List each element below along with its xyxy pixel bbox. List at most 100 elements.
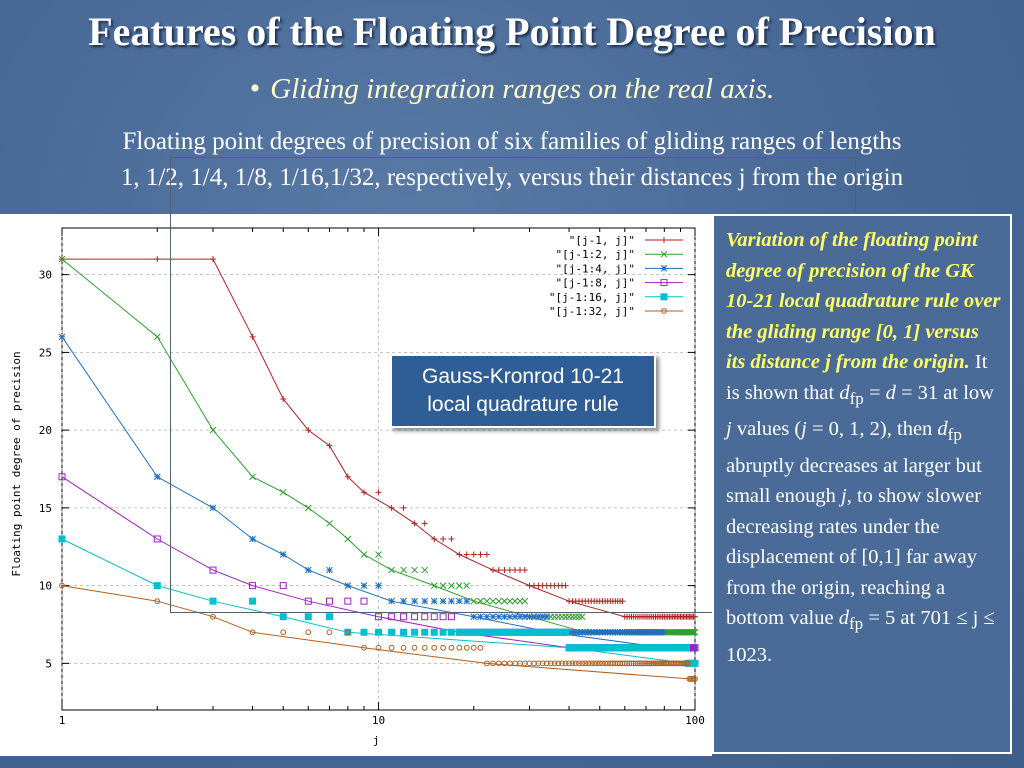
data-point [448,535,455,542]
data-point [543,613,551,621]
marker-stroke [411,566,418,574]
data-point [660,265,668,272]
data-point [648,660,655,667]
data-point [483,613,491,621]
data-point [650,660,657,667]
data-point [501,597,508,605]
data-point [249,597,257,605]
data-point [562,628,570,636]
y-tick-label: 20 [39,424,52,437]
sym-d: d [838,607,849,630]
marker-stroke [511,597,519,605]
marker-stroke [477,597,484,605]
sidebar-highlight: Variation of the floating point degree o… [726,229,1001,373]
marker-stroke [153,473,161,481]
y-tick-label: 5 [45,657,52,670]
sym-d: d [885,381,896,404]
data-point [463,644,470,651]
data-point [495,597,503,605]
data-point [516,597,524,605]
data-point [305,629,312,636]
data-point [360,582,368,589]
data-point [463,551,470,558]
legend-label: "[j-1:8, j]" [556,277,635,290]
marker-stroke [209,426,217,434]
data-point [562,582,569,589]
marker-stroke [470,597,478,605]
data-point [360,628,368,636]
data-point [400,504,407,511]
marker-stroke [209,504,217,512]
data-point [619,598,626,605]
data-point [661,308,667,314]
data-point [489,567,496,574]
data-point [547,660,554,667]
data-point [456,644,463,651]
data-point [667,628,675,636]
description-line-2: 1, 1/2, 1/4, 1/8, 1/16,1/32, respectivel… [120,164,904,191]
data-point [388,597,395,605]
chart-panel: 5 10 15 20 25 30 1 10 100 "[j-1, j]" "[j-1:2, j]"… [0,214,712,756]
data-point [249,473,256,481]
data-point [632,660,639,667]
data-point [154,598,161,605]
data-point [439,582,447,589]
marker-stroke [400,566,407,574]
data-point [688,628,696,636]
data-point [495,660,502,667]
data-point [58,333,66,341]
sidebar-t5: = 0, 1, 2), then [806,418,938,441]
data-point [596,660,603,667]
slide-title: Features of the Floating Point Degree of… [88,9,936,54]
marker-stroke [483,613,491,621]
marker-stroke [489,597,497,605]
marker-stroke [455,582,463,589]
marker-stroke [375,551,382,558]
data-point [660,279,668,287]
legend-entry: "[j-1:2, j]" [556,248,683,261]
data-point [439,628,447,636]
sidebar-text: Variation of the floating point degree o… [712,214,1012,754]
data-point [448,644,455,651]
sidebar-t1: It is shown that [726,351,988,404]
data-point [344,628,352,636]
data-point [476,628,484,636]
series-line [61,585,695,680]
data-point [421,597,429,605]
data-point [569,613,576,621]
data-point [440,644,447,651]
sidebar-t6: abruptly decreases at larger but small e… [726,454,982,508]
data-point [430,597,438,605]
marker-stroke [304,504,312,512]
marker-stroke [430,582,438,589]
data-point [455,582,463,589]
marker-stroke [516,613,524,621]
marker-stroke [304,566,312,574]
data-point [304,566,312,574]
data-point [501,613,508,621]
marker-stroke [688,628,696,636]
data-point [361,489,368,496]
data-point [559,660,565,667]
data-point [470,551,477,558]
data-point [210,256,217,263]
sidebar-t4: values ( [731,418,802,441]
legend-entry: "[j-1, j]" [569,234,683,247]
marker-stroke [483,597,491,605]
marker-stroke [360,551,368,558]
series-3 [58,333,699,652]
marker-stroke [506,613,514,621]
data-point [375,644,382,651]
data-point [641,660,647,667]
data-point [440,535,447,542]
series-5 [58,535,699,667]
marker-stroke [501,597,508,605]
data-point [249,629,256,636]
marker-stroke [388,566,395,574]
data-point [669,628,677,636]
data-point [279,551,287,558]
data-point [209,504,217,512]
data-point [692,613,698,620]
data-point [682,644,690,652]
data-point [630,660,637,667]
